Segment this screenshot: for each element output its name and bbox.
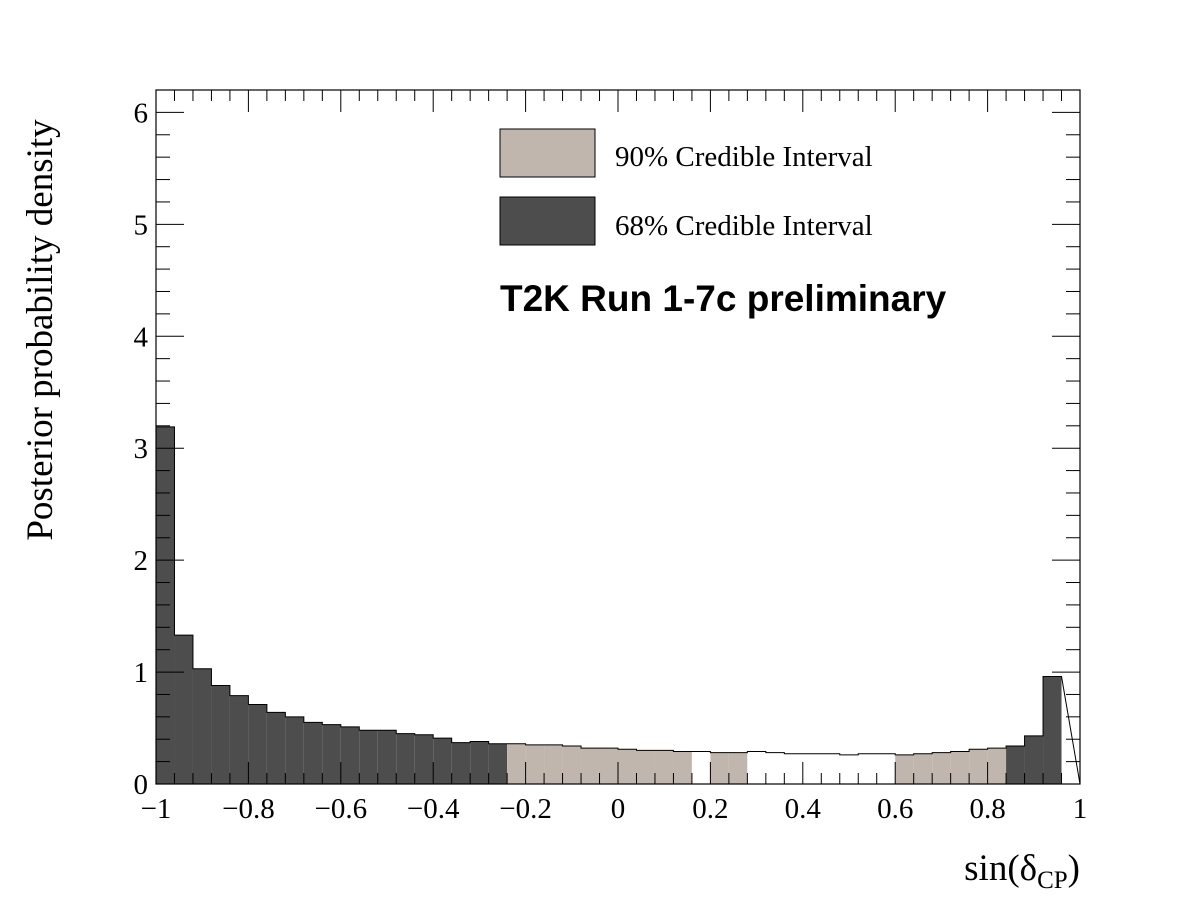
y-tick-label: 2 bbox=[134, 545, 149, 577]
histogram-bar bbox=[1024, 735, 1044, 784]
histogram-bar bbox=[1043, 676, 1062, 784]
histogram-bar bbox=[377, 730, 397, 784]
histogram-bar bbox=[248, 704, 267, 784]
histogram-bar bbox=[691, 751, 711, 784]
histogram-bar bbox=[673, 751, 692, 784]
x-tick-label: −0.2 bbox=[499, 793, 552, 825]
histogram-bar bbox=[599, 748, 618, 784]
histogram-bar bbox=[987, 748, 1007, 784]
x-axis-label-close: ) bbox=[1068, 848, 1080, 889]
histogram-bar bbox=[544, 744, 563, 784]
x-tick-label: 0.6 bbox=[877, 793, 913, 825]
histogram-bar bbox=[765, 752, 785, 784]
x-tick-label: −0.8 bbox=[222, 793, 275, 825]
histogram-bar bbox=[858, 753, 877, 784]
histogram-outline bbox=[155, 426, 1081, 785]
x-axis-label: sin(δCP) bbox=[964, 848, 1080, 894]
histogram-bar bbox=[876, 753, 896, 784]
histogram-bar bbox=[507, 743, 526, 784]
histogram-bar bbox=[969, 749, 988, 784]
y-tick-labels: 0 1 2 3 4 5 6 bbox=[134, 97, 149, 801]
histogram-bar bbox=[174, 635, 193, 784]
histogram-bar bbox=[322, 724, 341, 784]
y-tick-label: 6 bbox=[134, 97, 149, 129]
x-axis-label-main: sin(δ bbox=[964, 848, 1037, 889]
histogram-bar bbox=[950, 751, 970, 784]
histogram-bar bbox=[433, 738, 452, 784]
histogram-bar bbox=[581, 748, 600, 784]
histogram-bar bbox=[156, 426, 175, 784]
histogram-bar bbox=[895, 754, 914, 784]
histogram-bar bbox=[618, 749, 637, 784]
histogram-bar bbox=[396, 733, 415, 784]
y-tick-label: 5 bbox=[134, 209, 149, 241]
histogram-bar bbox=[728, 752, 748, 784]
axis-ticks bbox=[155, 89, 1081, 785]
x-tick-label: 0 bbox=[611, 793, 626, 825]
histogram-bar bbox=[414, 734, 434, 784]
histogram-bars bbox=[155, 426, 1081, 785]
histogram-bar bbox=[340, 726, 360, 784]
x-tick-label: 0.8 bbox=[969, 793, 1005, 825]
legend-label-68: 68% Credible Interval bbox=[615, 210, 873, 242]
histogram-bar bbox=[303, 722, 323, 784]
legend-swatch-90 bbox=[499, 128, 596, 178]
histogram-bar bbox=[784, 753, 803, 784]
x-tick-labels: −1 −0.8 −0.6 −0.4 −0.2 0 0.2 0.4 0.6 0.8 1 bbox=[141, 793, 1088, 825]
y-tick-label: 0 bbox=[134, 769, 149, 801]
histogram-bar bbox=[451, 742, 471, 784]
x-tick-label: 0.4 bbox=[785, 793, 822, 825]
legend-label-90: 90% Credible Interval bbox=[615, 141, 873, 173]
histogram-bar bbox=[488, 743, 508, 784]
y-tick-label: 4 bbox=[134, 321, 149, 353]
histogram-bar bbox=[562, 745, 582, 784]
legend: 90% Credible Interval 68% Credible Inter… bbox=[499, 128, 873, 246]
histogram-bar bbox=[525, 744, 545, 784]
histogram-bar bbox=[654, 750, 674, 784]
x-tick-label: 0.2 bbox=[692, 793, 728, 825]
y-axis-label: Posterior probability density bbox=[20, 119, 61, 541]
x-tick-label: 1 bbox=[1073, 793, 1088, 825]
histogram-bar bbox=[470, 741, 489, 784]
histogram-bar bbox=[821, 753, 840, 784]
histogram-bar bbox=[1006, 745, 1025, 784]
histogram-bar bbox=[747, 751, 766, 784]
histogram-bar bbox=[211, 685, 230, 784]
x-axis-label-subscript: CP bbox=[1037, 867, 1068, 894]
annotation-text: T2K Run 1-7c preliminary bbox=[500, 278, 947, 319]
x-tick-label: −0.6 bbox=[314, 793, 367, 825]
histogram-bar bbox=[192, 668, 212, 784]
histogram-bar bbox=[932, 752, 951, 784]
histogram-bar bbox=[839, 754, 859, 784]
histogram-bar bbox=[913, 753, 933, 784]
x-tick-label: −1 bbox=[141, 793, 172, 825]
x-tick-label: −0.4 bbox=[407, 793, 460, 825]
histogram-bar bbox=[802, 753, 822, 784]
histogram-bar bbox=[266, 712, 286, 784]
histogram-bar bbox=[229, 695, 249, 784]
histogram-bar bbox=[359, 730, 378, 784]
y-tick-label: 1 bbox=[134, 657, 149, 689]
histogram-bar bbox=[710, 752, 729, 784]
legend-swatch-68 bbox=[499, 196, 596, 246]
y-tick-label: 3 bbox=[134, 433, 149, 465]
histogram-bar bbox=[636, 750, 655, 784]
histogram-bar bbox=[285, 716, 304, 784]
plot-frame bbox=[155, 89, 1081, 785]
